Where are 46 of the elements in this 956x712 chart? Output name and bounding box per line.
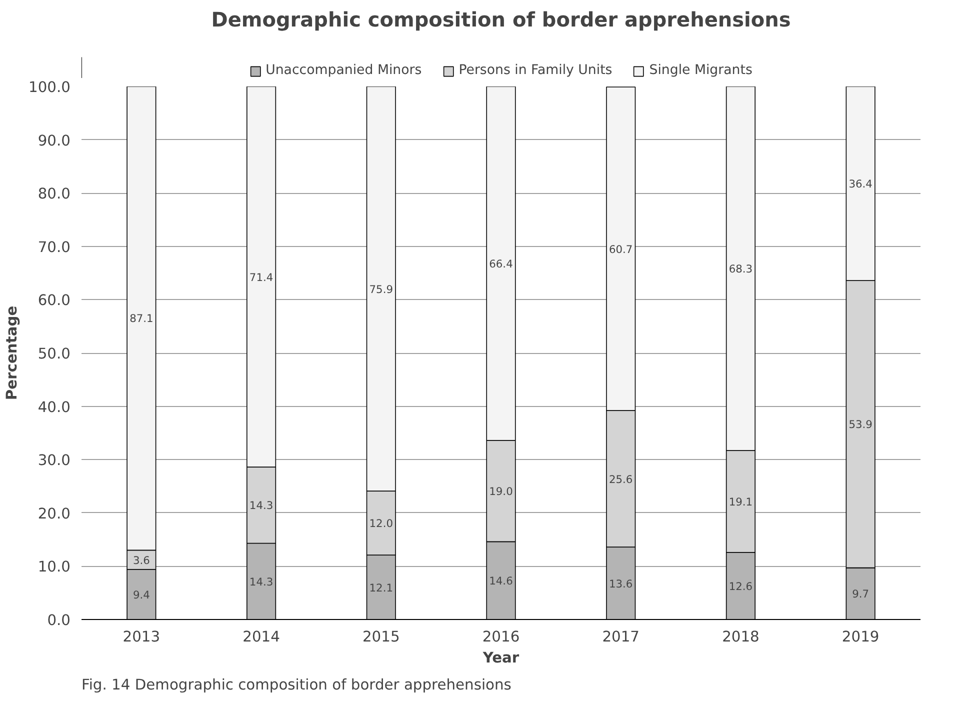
data-label: 60.7: [608, 242, 633, 256]
x-tick-label: 2018: [722, 628, 760, 646]
x-tick-label: 2014: [242, 628, 280, 646]
data-label: 12.0: [369, 517, 394, 530]
x-tick-label: 2015: [362, 628, 400, 646]
y-tick-label: 30.0: [38, 452, 71, 470]
legend-label: Single Migrants: [649, 63, 752, 78]
y-tick-label: 50.0: [38, 346, 71, 362]
y-tick-label: 60.0: [38, 292, 71, 310]
caption: Fig. 14 Demographic composition of border apprehensions: [82, 676, 512, 694]
data-label: 87.1: [130, 312, 154, 326]
data-label: 9.4: [132, 588, 150, 602]
data-label: 19.1: [728, 495, 753, 508]
data-label: 12.1: [369, 581, 394, 594]
y-tick-label: 70.0: [38, 238, 71, 256]
data-label: 12.6: [728, 580, 753, 593]
data-label: 9.7: [852, 588, 870, 601]
data-label: 14.3: [249, 575, 274, 588]
data-label: 75.9: [369, 282, 394, 296]
x-tick-label: 2016: [482, 628, 520, 646]
data-label: 25.6: [608, 472, 633, 486]
data-label: 66.4: [489, 257, 514, 270]
y-tick-label: 40.0: [38, 398, 71, 416]
x-tick-label: 2013: [122, 628, 160, 646]
y-tick-label: 80.0: [38, 186, 71, 203]
legend-label: Unaccompanied Minors: [266, 63, 422, 78]
legend-label: Persons in Family Units: [458, 63, 612, 78]
data-label: 13.6: [608, 577, 633, 590]
data-label: 19.0: [489, 485, 514, 498]
data-label: 71.4: [249, 270, 274, 284]
y-tick-label: 10.0: [38, 558, 71, 576]
y-axis-title: Percentage: [4, 306, 21, 400]
data-label: 14.3: [249, 499, 274, 512]
y-tick-label: 0.0: [47, 612, 71, 629]
chart-title: Demographic composition of border apprehensions: [211, 8, 791, 32]
data-label: 68.3: [728, 262, 753, 276]
x-axis-title: Year: [482, 650, 520, 666]
y-tick-label: 90.0: [38, 132, 71, 150]
data-label: 53.9: [848, 418, 873, 432]
y-tick-label: 20.0: [38, 505, 71, 522]
x-tick-label: 2017: [602, 628, 640, 646]
data-label: 14.6: [489, 574, 514, 588]
x-tick-label: 2019: [842, 628, 880, 646]
y-tick-label: 100.0: [28, 79, 71, 96]
data-label: 36.4: [848, 178, 873, 191]
data-label: 3.6: [132, 554, 150, 567]
